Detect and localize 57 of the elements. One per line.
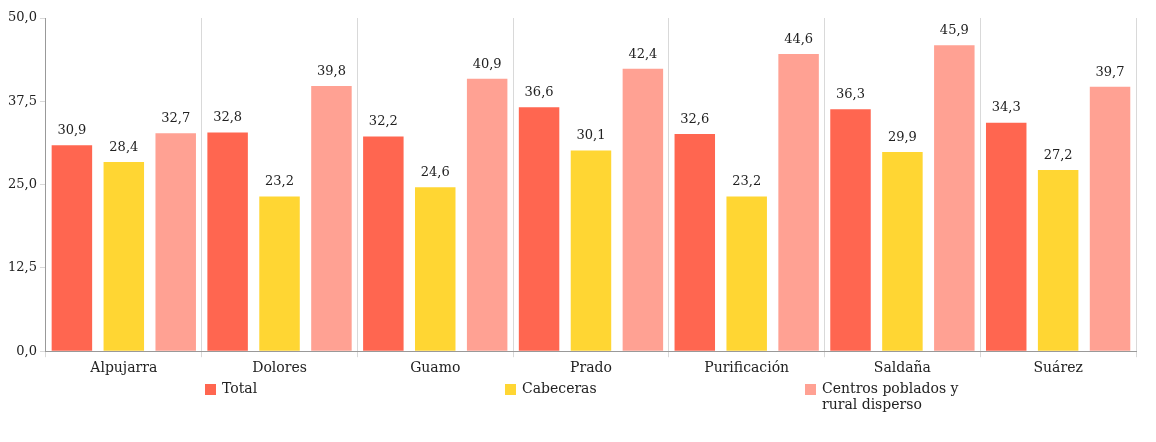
x-tick-label: Saldaña [873,359,931,376]
bar [1037,169,1079,351]
bar [207,132,248,351]
data-label: 30,9 [57,122,87,138]
x-tick-label: Purificación [704,359,790,376]
y-tick-label: 37,5 [7,92,37,108]
data-label: 32,2 [368,113,398,129]
bar [726,196,767,351]
y-tick-label: 12,5 [7,259,37,275]
x-tick-label: Prado [570,359,612,376]
legend-label: Cabeceras [522,380,597,396]
x-tick-label: Guamo [410,359,461,376]
data-label: 36,3 [836,86,865,102]
data-label: 32,8 [213,109,243,125]
bar [985,122,1027,351]
data-label: 45,9 [939,22,969,38]
x-tick-label: Suárez [1033,359,1083,376]
legend-label: Centros poblados y rural disperso [822,380,960,412]
bar [103,161,145,351]
bar [259,196,300,351]
x-tick-label: Alpujarra [89,359,158,376]
data-label: 42,4 [628,45,658,61]
y-tick-label: 25,0 [7,175,37,191]
data-label: 28,4 [109,138,139,154]
x-tick-label: Dolores [252,359,307,376]
bar [415,187,456,351]
data-label: 23,2 [732,173,762,189]
data-label: 36,6 [524,84,554,100]
data-label: 34,3 [991,99,1021,115]
data-label: 23,2 [265,173,295,189]
bar [674,133,716,351]
y-tick-label: 0,0 [16,342,37,358]
bar [622,68,664,351]
bar [466,78,508,351]
data-label: 30,1 [576,127,606,143]
bar [778,53,819,351]
bar [51,145,93,351]
bar [934,45,975,351]
data-label: 39,8 [316,62,346,78]
bar [155,133,196,351]
data-label: 27,2 [1043,146,1073,162]
data-label: 40,9 [472,55,502,71]
bar [1089,86,1131,351]
y-tick-label: 50,0 [7,9,37,25]
bar [830,109,871,351]
legend-label: Total [222,380,258,396]
data-label: 32,6 [680,110,710,126]
bar [518,107,560,351]
bar [311,85,352,351]
data-label: 39,7 [1095,63,1125,79]
bar [570,150,612,351]
bar [882,151,923,351]
data-label: 32,7 [161,110,191,126]
data-label: 29,9 [887,128,917,144]
bar [363,136,404,351]
data-label: 44,6 [784,30,814,46]
data-label: 24,6 [420,164,450,180]
